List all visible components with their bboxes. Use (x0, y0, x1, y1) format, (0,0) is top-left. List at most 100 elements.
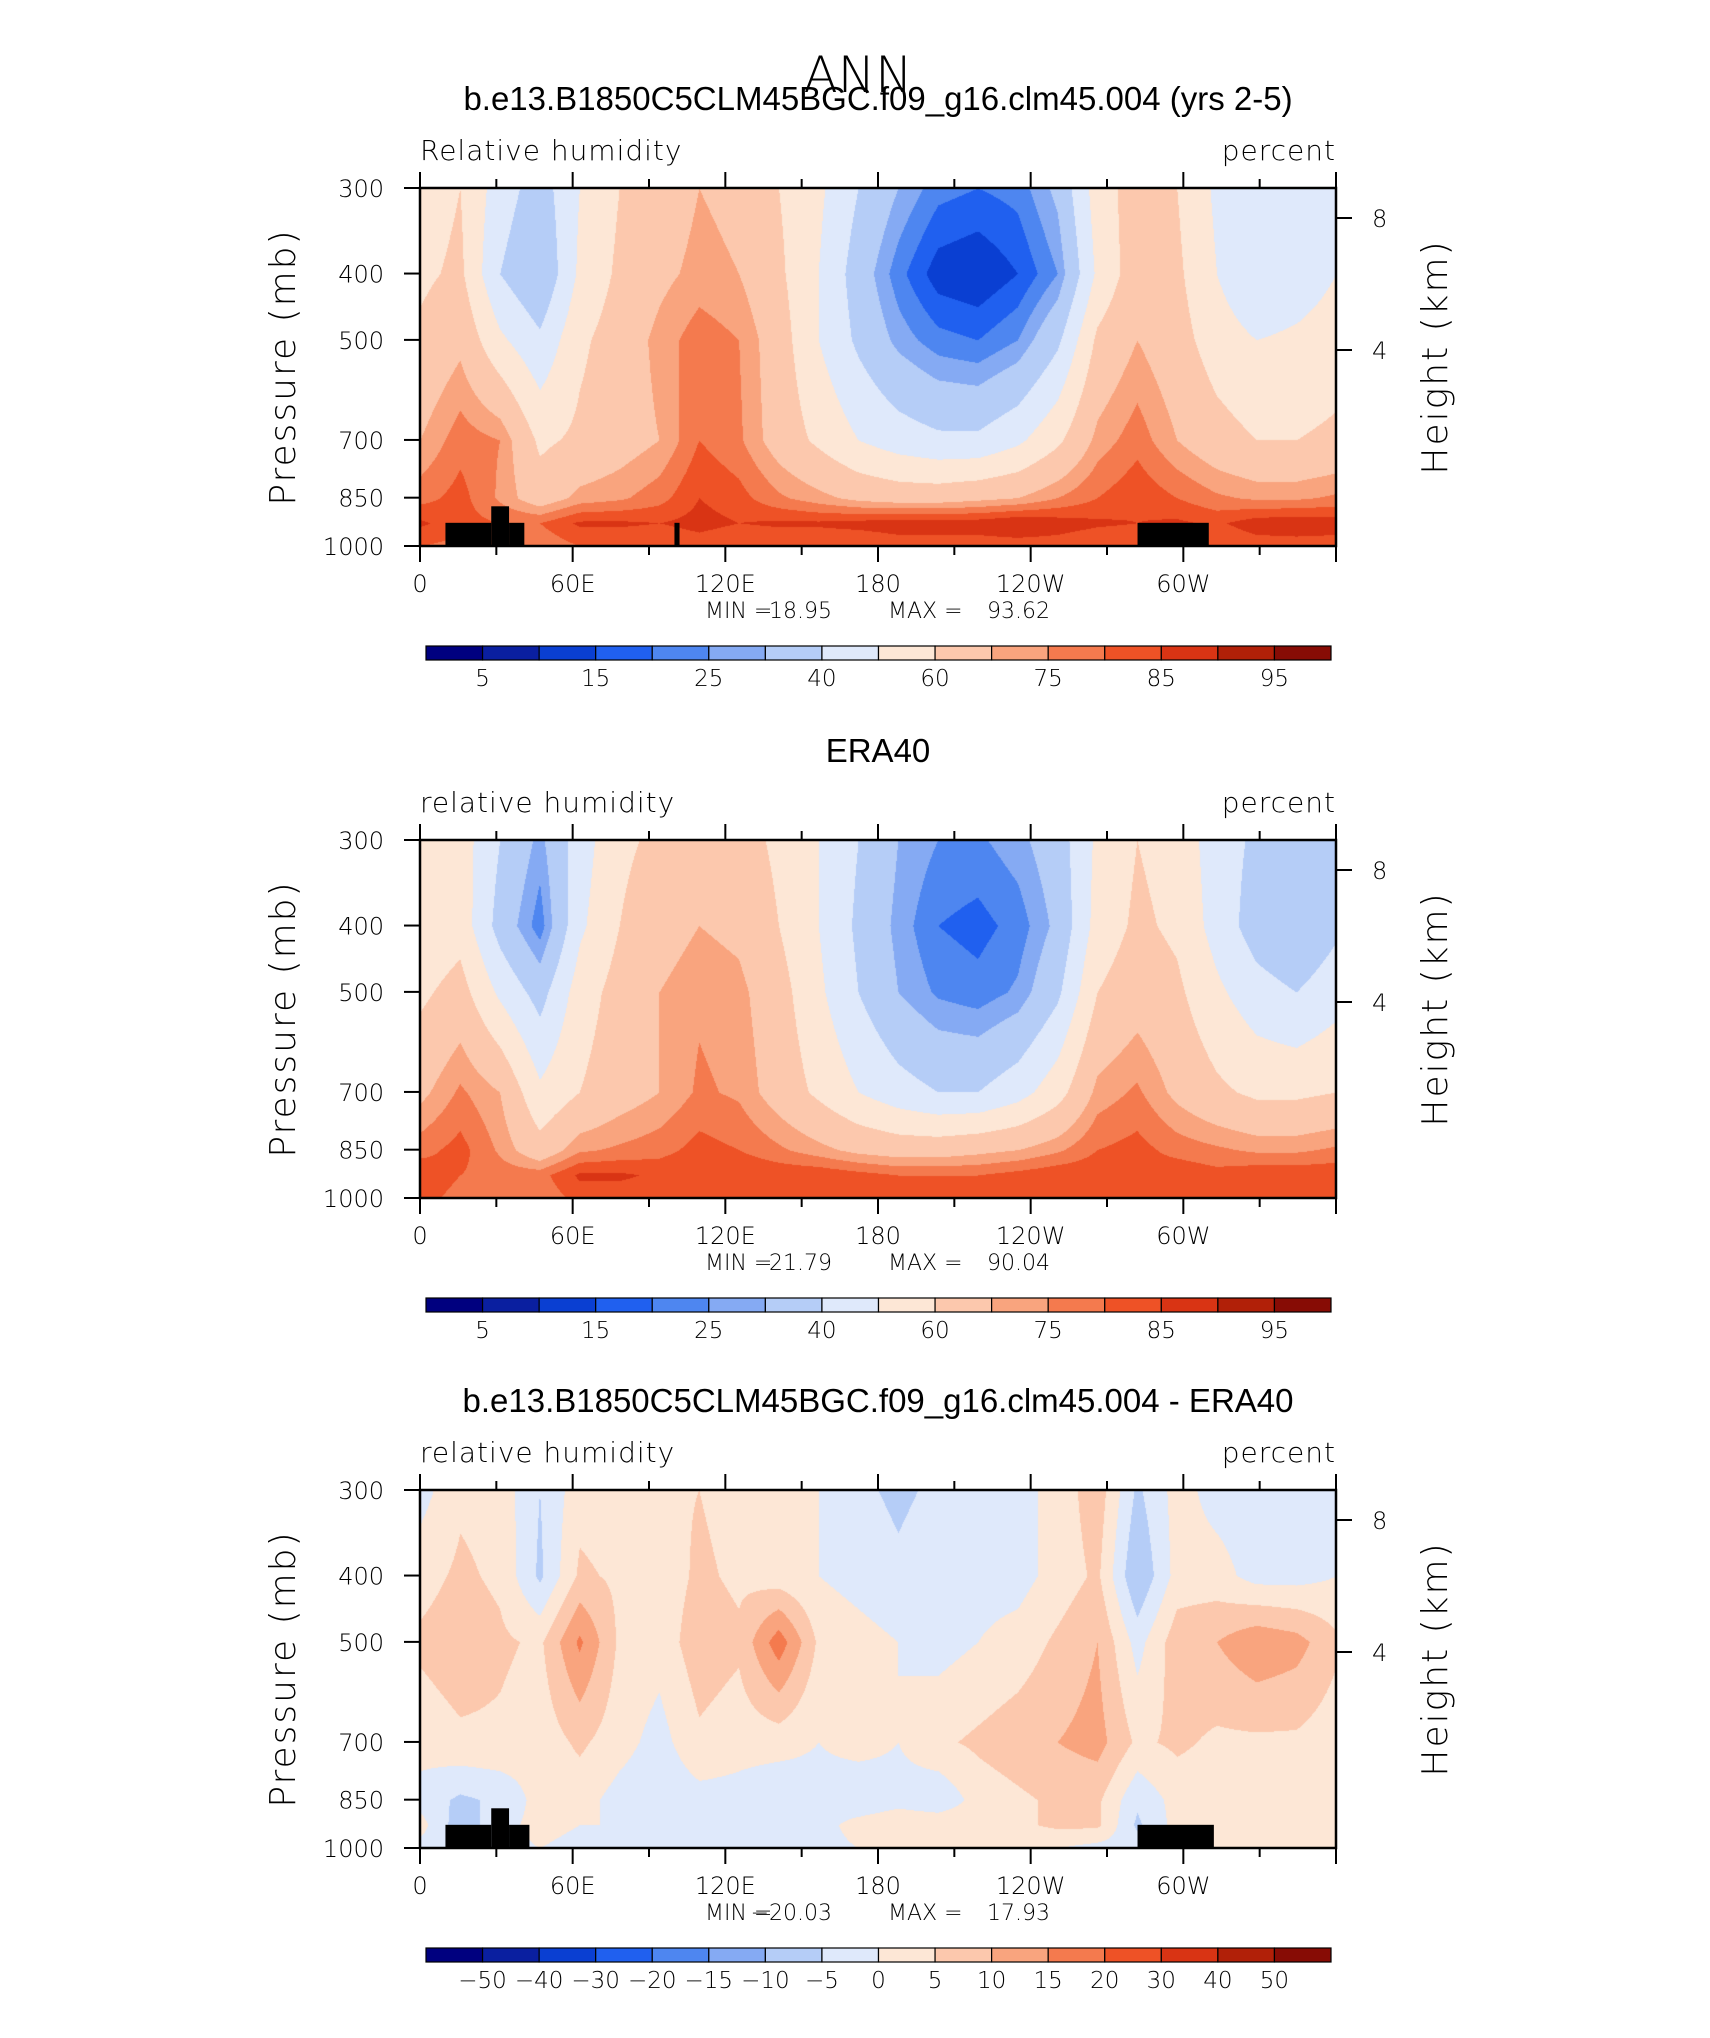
colorbar-swatch (481, 645, 540, 661)
colorbar-label: 5 (475, 666, 490, 692)
topography-mask (1137, 522, 1209, 546)
topography-mask (445, 522, 492, 546)
contour-field (420, 840, 1336, 1198)
colorbar-label: 60 (920, 1318, 949, 1344)
colorbar-label: 40 (807, 1318, 836, 1344)
colorbar-label: −15 (685, 1968, 734, 1994)
colorbar-label: 15 (1034, 1968, 1063, 1994)
height-tick-label: 4 (1372, 989, 1387, 1017)
colorbar-label: 5 (475, 1318, 490, 1344)
colorbar-swatch (934, 1297, 993, 1313)
y-tick-label: 700 (338, 427, 384, 455)
units-label: percent (1222, 1436, 1336, 1469)
colorbar-swatch (538, 1947, 597, 1963)
colorbar-swatch (764, 645, 823, 661)
y-axis-title-right: Height (km) (1415, 1541, 1456, 1776)
topography-mask (509, 1824, 530, 1848)
colorbar-swatch (1047, 1297, 1106, 1313)
colorbar-swatch (595, 1297, 653, 1313)
colorbar-swatch (651, 1947, 710, 1963)
colorbar-label: 25 (694, 1318, 723, 1344)
colorbar-label: 95 (1260, 666, 1289, 692)
x-tick-label: 60W (1156, 1872, 1210, 1900)
panel-title: b.e13.B1850C5CLM45BGC.f09_g16.clm45.004 … (462, 1382, 1293, 1419)
topography-mask (491, 1808, 510, 1848)
panel-title: b.e13.B1850C5CLM45BGC.f09_g16.clm45.004 … (463, 80, 1292, 117)
contour-field (420, 188, 1336, 546)
colorbar-swatch (877, 645, 936, 661)
y-tick-label: 500 (338, 979, 384, 1007)
colorbar-swatch (1217, 1297, 1276, 1313)
colorbar-swatch (1273, 1297, 1332, 1313)
colorbar-label: 95 (1260, 1318, 1289, 1344)
min-value: 18.95 (769, 599, 832, 624)
y-tick-label: 300 (338, 1477, 384, 1505)
colorbar-label: 60 (920, 666, 949, 692)
colorbar-swatch (1160, 1947, 1219, 1963)
colorbar-label: 15 (581, 666, 610, 692)
colorbar-label: 10 (977, 1968, 1006, 1994)
topography-mask (674, 522, 680, 546)
x-tick-label: 120E (695, 1872, 756, 1900)
min-label: MIN = (705, 599, 772, 624)
min-label: MIN = (705, 1901, 772, 1926)
x-tick-label: 120W (996, 1222, 1066, 1250)
colorbar-label: 50 (1260, 1968, 1289, 1994)
colorbar-swatch (1104, 645, 1162, 661)
x-tick-label: 120E (695, 570, 756, 598)
colorbar-swatch (538, 645, 597, 661)
colorbar-swatch (595, 645, 653, 661)
max-value: 90.04 (987, 1251, 1050, 1276)
colorbar-swatch (1104, 1297, 1162, 1313)
x-tick-label: 0 (412, 1872, 427, 1900)
max-label: MAX = (888, 1251, 963, 1276)
panel-3: b.e13.B1850C5CLM45BGC.f09_g16.clm45.004 … (263, 1382, 1456, 1994)
units-label: percent (1222, 134, 1336, 167)
max-label: MAX = (888, 1901, 963, 1926)
x-tick-label: 120W (996, 570, 1066, 598)
colorbar-swatch (481, 1297, 540, 1313)
x-tick-label: 120E (695, 1222, 756, 1250)
colorbar-swatch (1160, 645, 1219, 661)
colorbar-swatch (991, 1297, 1049, 1313)
colorbar-swatch (651, 1297, 710, 1313)
x-tick-label: 180 (855, 570, 901, 598)
y-tick-label: 700 (338, 1729, 384, 1757)
height-tick-label: 4 (1372, 1639, 1387, 1667)
y-tick-label: 850 (338, 1787, 384, 1815)
x-tick-label: 180 (855, 1872, 901, 1900)
y-tick-label: 850 (338, 1137, 384, 1165)
colorbar-label: 15 (581, 1318, 610, 1344)
y-tick-label: 400 (338, 261, 384, 289)
y-tick-label: 500 (338, 1629, 384, 1657)
x-tick-label: 0 (412, 570, 427, 598)
colorbar-label: 0 (871, 1968, 886, 1994)
colorbar-swatch (651, 645, 710, 661)
colorbar-swatch (764, 1297, 823, 1313)
colorbar-label: −20 (628, 1968, 677, 1994)
colorbar-label: 30 (1147, 1968, 1176, 1994)
colorbar-label: 20 (1090, 1968, 1119, 1994)
height-tick-label: 8 (1372, 205, 1387, 233)
colorbar-swatch (708, 1297, 766, 1313)
height-tick-label: 4 (1372, 337, 1387, 365)
colorbar-label: 40 (807, 666, 836, 692)
colorbar-swatch (991, 645, 1049, 661)
colorbar-label: 25 (694, 666, 723, 692)
colorbar-label: −40 (515, 1968, 564, 1994)
y-tick-label: 850 (338, 485, 384, 513)
colorbar-swatch (1217, 645, 1276, 661)
colorbar-swatch (595, 1947, 653, 1963)
y-axis-title: Pressure (mb) (263, 880, 304, 1157)
max-label: MAX = (888, 599, 963, 624)
colorbar-swatch (934, 645, 993, 661)
variable-label: Relative humidity (420, 134, 682, 167)
panel-title: ERA40 (826, 732, 931, 769)
x-tick-label: 60E (550, 1872, 596, 1900)
max-value: 17.93 (987, 1901, 1050, 1926)
colorbar-swatch (425, 1947, 484, 1963)
colorbar-swatch (764, 1947, 823, 1963)
colorbar-swatch (538, 1297, 597, 1313)
colorbar-swatch (1273, 645, 1332, 661)
